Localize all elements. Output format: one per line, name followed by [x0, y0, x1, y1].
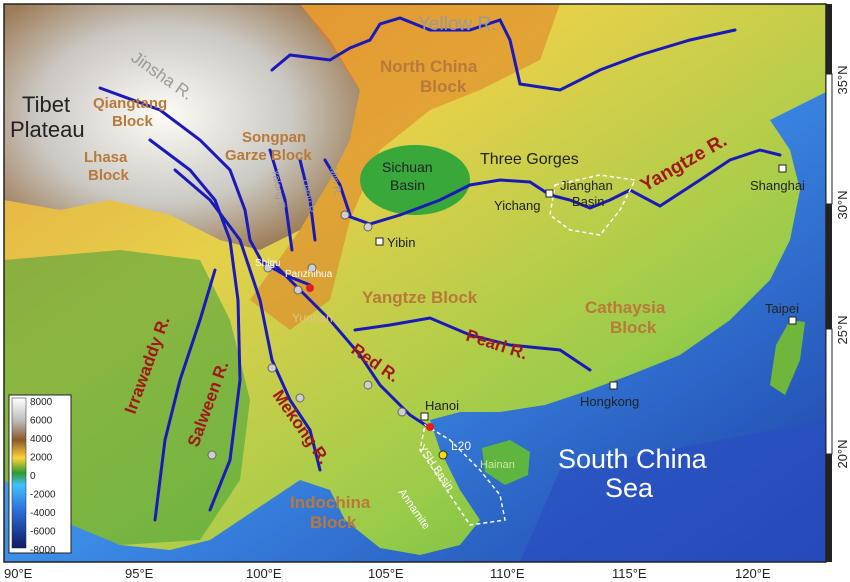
cathaysia-block-label-2: Block [610, 318, 657, 337]
legend-tick-label: 4000 [30, 434, 53, 445]
south-china-sea-label-1: South China [558, 444, 708, 474]
legend-tick-label: 2000 [30, 453, 53, 464]
indochina-block-label-1: Indochina [290, 493, 371, 512]
irrawaddy-river-line [153, 268, 217, 522]
mekong-river-line [173, 168, 322, 472]
latitude-label: 35°N [835, 65, 850, 94]
shanghai-label: Shanghai [750, 178, 805, 193]
site-marker [397, 407, 407, 417]
site-marker [363, 222, 373, 232]
shigu-label: Shigu [255, 258, 281, 269]
lat-scale-bar [825, 4, 833, 562]
north-china-block-label-2: Block [420, 77, 467, 96]
hainan-island [482, 440, 530, 485]
cathaysia-block-label-1: Cathaysia [585, 298, 666, 317]
site-marker [293, 285, 303, 295]
site-marker [295, 393, 305, 403]
hongkong-marker [609, 381, 618, 390]
songpan-block-label-2: Garze Block [225, 147, 312, 164]
site-marker [363, 380, 373, 390]
longitude-label: 90°E [4, 566, 33, 581]
taiwan-island [770, 320, 805, 395]
ysh-basin-outline [419, 423, 506, 526]
hanoi-red-marker [426, 423, 434, 431]
deep-sea [520, 420, 826, 562]
longitude-label: 105°E [368, 566, 404, 581]
legend-tick-label: -6000 [30, 527, 56, 538]
l20-marker [438, 450, 448, 460]
jinsha-river-line [98, 86, 312, 287]
site-marker [267, 363, 277, 373]
latitude-label: 20°N [835, 439, 850, 468]
site-marker [340, 210, 350, 220]
legend-tick-label: 0 [30, 471, 36, 482]
yichang-marker [545, 189, 554, 198]
hongkong-label: Hongkong [580, 394, 639, 409]
sichuan-basin-label-2: Basin [390, 177, 425, 193]
site-marker [263, 263, 273, 273]
latitude-labels: 35°N 30°N 25°N 20°N [835, 65, 850, 468]
yangtze-river-line [343, 148, 782, 226]
tibet-plateau-label-1: Tibet [22, 92, 70, 117]
longitude-label: 95°E [125, 566, 154, 581]
hanoi-marker [420, 412, 429, 421]
min-river-label: Min R. [327, 167, 343, 197]
yichang-label: Yichang [494, 198, 541, 213]
legend-tick-label: -8000 [30, 545, 56, 556]
lhasa-block-label-2: Block [88, 167, 130, 184]
min-river-line [323, 158, 352, 217]
yellow-river-label: Yellow R. [418, 14, 497, 35]
legend-ticks: 8000 6000 4000 2000 0 -2000 -4000 -6000 -8000 [30, 397, 56, 556]
jianghan-basin-outline [549, 174, 637, 236]
site-marker [207, 450, 217, 460]
north-china-block-label-1: North China [380, 57, 478, 76]
yibin-marker [375, 237, 384, 246]
panzhihua-marker [306, 284, 314, 292]
tibet-plateau-label-2: Plateau [10, 117, 85, 142]
south-china-sea-label-2: Sea [605, 473, 654, 503]
l20-label: L20 [451, 439, 471, 453]
legend-color-bar [11, 397, 27, 549]
legend-tick-label: -2000 [30, 490, 56, 501]
qiangtang-block-label-2: Block [112, 113, 154, 130]
dadu-river-line [298, 158, 317, 242]
yalong-river-line [268, 148, 294, 252]
pearl-river-line [353, 316, 592, 372]
longitude-label: 115°E [612, 566, 647, 581]
longitude-label: 100°E [246, 566, 282, 581]
city-markers [375, 164, 797, 421]
hainan-label: Hainan [480, 459, 515, 471]
taipei-label: Taipei [765, 301, 799, 316]
jianghan-basin-label-2: Basin [572, 194, 605, 209]
panzhihua-label: Panzhihua [285, 269, 333, 280]
legend-tick-label: 8000 [30, 397, 53, 408]
qiangtang-block-label-1: Qiangtang [93, 95, 167, 112]
songpan-block-label-1: Songpan [242, 129, 306, 146]
latitude-label: 30°N [835, 190, 850, 219]
sichuan-basin-label-1: Sichuan [382, 159, 433, 175]
longitude-label: 110°E [490, 566, 525, 581]
site-marker [307, 263, 317, 273]
longitude-labels: 90°E 95°E 100°E 105°E 110°E 115°E 120°E [4, 566, 771, 581]
yunnan-label: Yunnan [292, 311, 333, 325]
legend-tick-label: -4000 [30, 508, 56, 519]
highland-terrain [250, 4, 560, 330]
longitude-label: 120°E [735, 566, 771, 581]
yangtze-block-label: Yangtze Block [362, 288, 478, 307]
hanoi-label: Hanoi [425, 398, 459, 413]
yellow-river-line [270, 16, 737, 92]
latitude-label: 25°N [835, 315, 850, 344]
sample-sites [207, 210, 448, 460]
legend-tick-label: 6000 [30, 416, 53, 427]
three-gorges-label: Three Gorges [480, 151, 579, 168]
jianghan-basin-label-1: Jianghan [560, 178, 613, 193]
elevation-legend: 8000 6000 4000 2000 0 -2000 -4000 -6000 -8000 [8, 394, 72, 556]
yibin-label: Yibin [387, 235, 415, 250]
shanghai-marker [778, 164, 787, 173]
taipei-marker [788, 316, 797, 325]
salween-river-line [148, 138, 242, 512]
indochina-block-label-2: Block [310, 513, 357, 532]
lhasa-block-label-1: Lhasa [84, 149, 128, 166]
